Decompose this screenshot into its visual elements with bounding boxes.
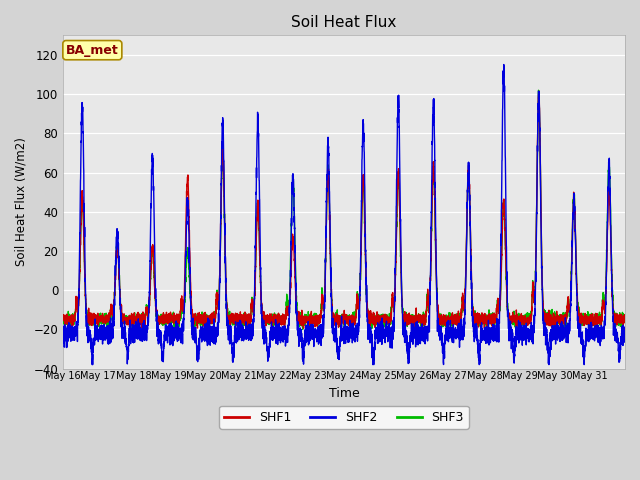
Text: BA_met: BA_met <box>66 44 119 57</box>
X-axis label: Time: Time <box>329 387 360 400</box>
Title: Soil Heat Flux: Soil Heat Flux <box>291 15 397 30</box>
Y-axis label: Soil Heat Flux (W/m2): Soil Heat Flux (W/m2) <box>15 137 28 266</box>
Legend: SHF1, SHF2, SHF3: SHF1, SHF2, SHF3 <box>220 406 469 429</box>
